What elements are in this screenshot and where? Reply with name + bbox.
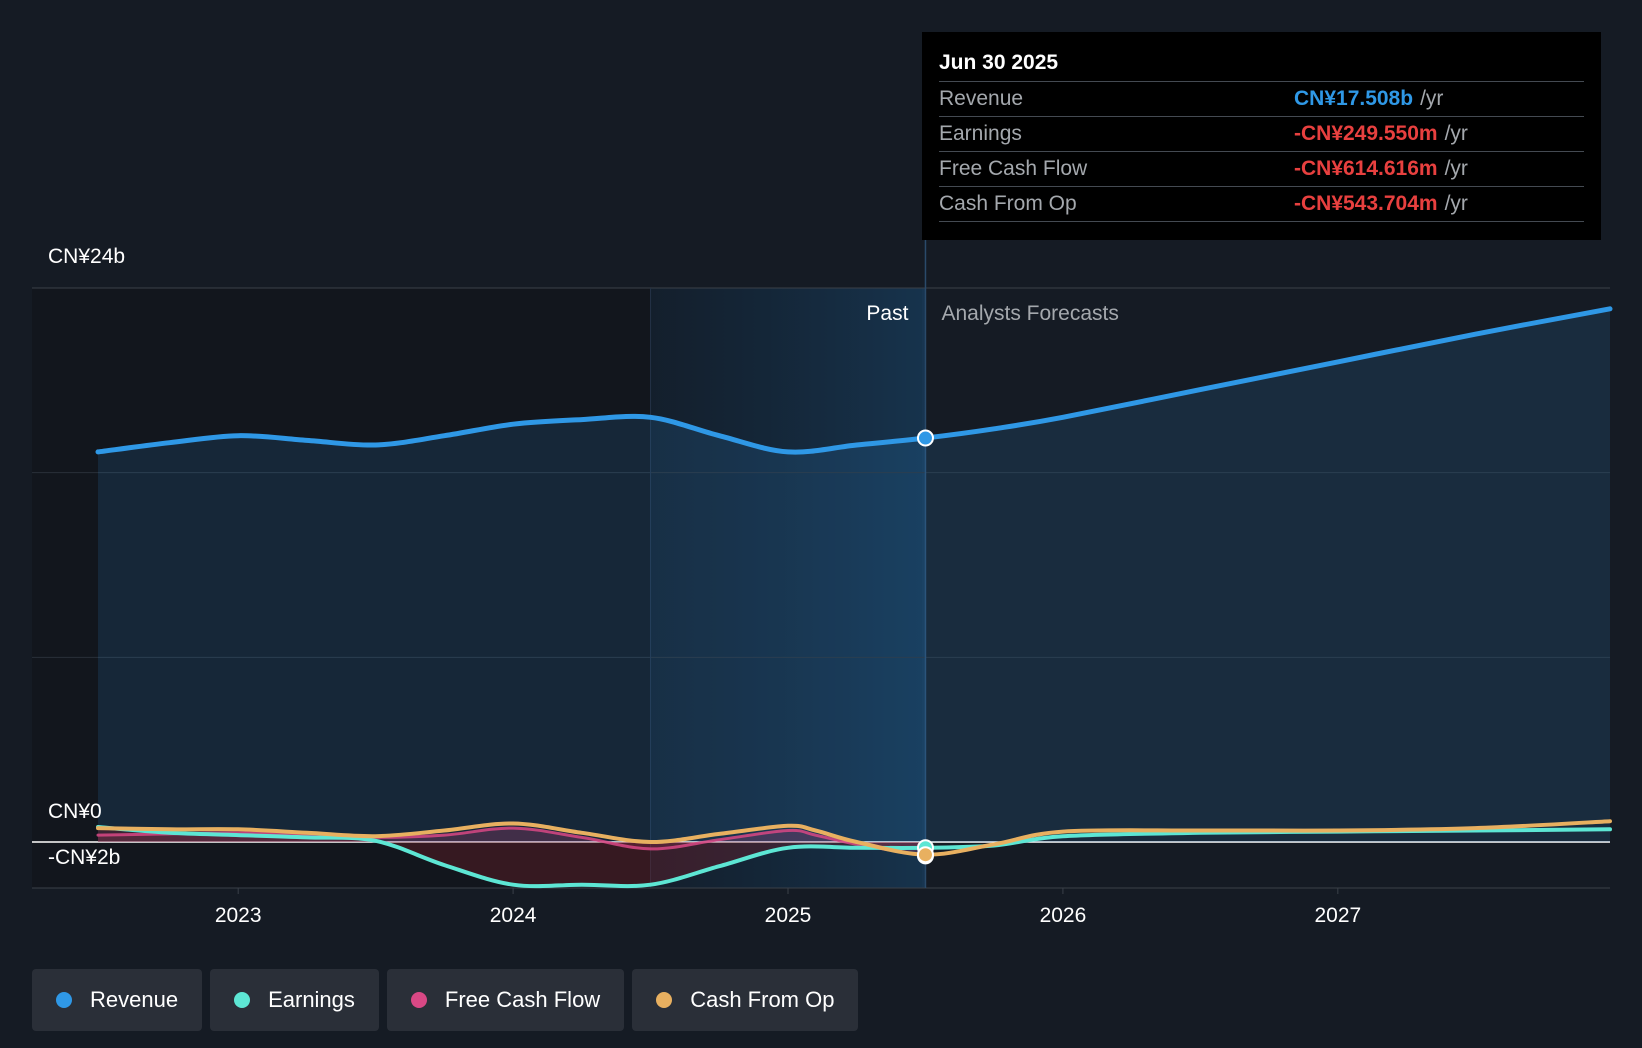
legend-label: Revenue xyxy=(90,987,179,1012)
legend-item-revenue[interactable]: Revenue xyxy=(32,969,203,1031)
x-tick-label: 2025 xyxy=(765,904,812,927)
legend-label: Earnings xyxy=(268,987,355,1012)
revenue-area xyxy=(97,308,1610,842)
tooltip-unit: /yr xyxy=(1444,122,1468,145)
tooltip-label: Free Cash Flow xyxy=(939,157,1088,180)
tooltip-unit: /yr xyxy=(1444,192,1468,215)
tooltip-value: -CN¥614.616m xyxy=(1294,157,1438,180)
free-cash-flow-dot-icon xyxy=(410,992,427,1008)
tooltip: Jun 30 2025 Revenue CN¥17.508b /yr Earni… xyxy=(922,32,1601,240)
marker-layer xyxy=(916,429,934,865)
tooltip-row-revenue: Revenue CN¥17.508b /yr xyxy=(939,81,1584,116)
tooltip-value: -CN¥249.550m xyxy=(1294,122,1438,145)
revenue-marker xyxy=(916,429,934,447)
y-tick-label: -CN¥2b xyxy=(48,846,120,869)
legend-item-earnings[interactable]: Earnings xyxy=(210,969,379,1031)
tooltip-label: Earnings xyxy=(939,122,1022,145)
forecast-label: Analysts Forecasts xyxy=(941,302,1118,325)
tooltip-unit: /yr xyxy=(1444,157,1468,180)
x-tick-label: 2024 xyxy=(490,904,537,927)
line-layer xyxy=(95,306,1613,889)
past-highlight-band xyxy=(650,288,926,888)
tooltip-label: Revenue xyxy=(939,87,1024,110)
earnings-dot-icon xyxy=(234,992,251,1008)
legend: Revenue Earnings Free Cash Flow Cash Fro… xyxy=(32,969,859,1031)
tooltip-label: Cash From Op xyxy=(939,192,1077,215)
tooltip-value: -CN¥543.704m xyxy=(1294,192,1438,215)
earnings-loss-area xyxy=(97,827,926,887)
y-tick-label: CN¥24b xyxy=(48,245,125,268)
legend-item-cash-from-op[interactable]: Cash From Op xyxy=(632,969,859,1031)
cash-from-op-dot-icon xyxy=(656,992,673,1008)
grid-layer xyxy=(32,240,1610,889)
tooltip-unit: /yr xyxy=(1420,87,1444,110)
revenue-dot-icon xyxy=(56,992,72,1008)
legend-item-free-cash-flow[interactable]: Free Cash Flow xyxy=(386,969,625,1031)
cash-from-op-line xyxy=(96,819,1612,857)
x-tick-label: 2023 xyxy=(215,904,262,927)
y-tick-label: CN¥0 xyxy=(48,800,102,823)
free-cash-flow-line xyxy=(96,826,927,858)
legend-label: Cash From Op xyxy=(690,987,835,1012)
past-label: Past xyxy=(866,302,908,325)
tooltip-row-free-cash-flow: Free Cash Flow -CN¥614.616m /yr xyxy=(939,151,1584,186)
tooltip-row-earnings: Earnings -CN¥249.550m /yr xyxy=(939,116,1584,151)
legend-label: Free Cash Flow xyxy=(444,987,601,1012)
tooltip-date: Jun 30 2025 xyxy=(939,51,1059,74)
tooltip-value: CN¥17.508b xyxy=(1294,87,1414,110)
label-layer: CN¥24b CN¥0 -CN¥2b 2023 2024 2025 2026 2027 Past… xyxy=(48,245,1361,927)
cash-from-op-marker xyxy=(916,846,934,864)
x-tick-label: 2027 xyxy=(1314,904,1361,927)
revenue-line xyxy=(95,306,1613,455)
x-tick-label: 2026 xyxy=(1040,904,1087,927)
tooltip-row-cash-from-op: Cash From Op -CN¥543.704m /yr xyxy=(939,186,1584,222)
